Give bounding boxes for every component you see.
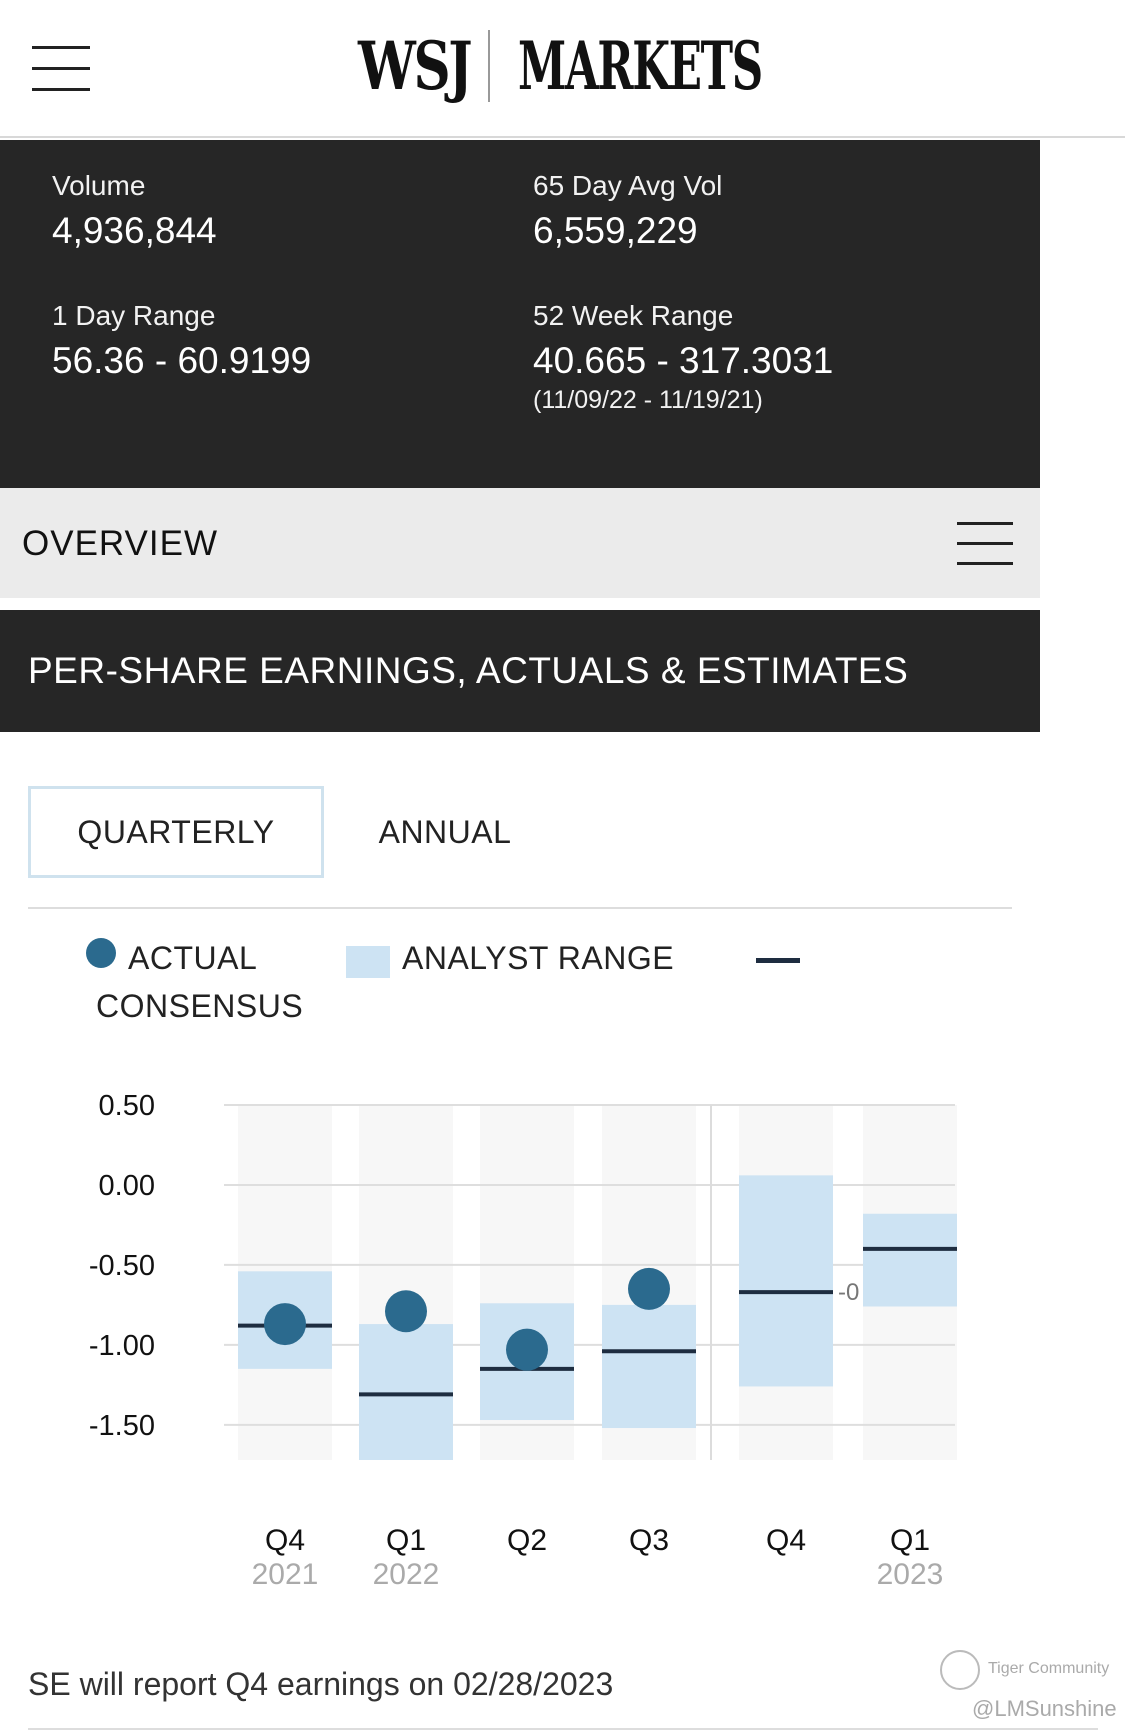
stat-avg-vol: 65 Day Avg Vol 6,559,229 bbox=[533, 170, 722, 252]
stat-52wk-range: 52 Week Range 40.665 - 317.3031 (11/09/2… bbox=[533, 300, 833, 415]
stat-52wk-dates: (11/09/22 - 11/19/21) bbox=[533, 386, 763, 414]
actual-point-2 bbox=[506, 1328, 548, 1371]
y-tick-label-3: -1.00 bbox=[89, 1330, 155, 1362]
stat-day-range: 1 Day Range 56.36 - 60.9199 bbox=[52, 300, 311, 382]
brand-wsj: WSJ bbox=[358, 27, 473, 105]
watermark-line-2: @LMSunshine bbox=[972, 1696, 1117, 1721]
actual-point-1 bbox=[385, 1290, 427, 1333]
x-year-label-0: 2021 bbox=[252, 1558, 319, 1591]
stat-volume: Volume 4,936,844 bbox=[52, 170, 217, 252]
tab-annual[interactable]: ANNUAL bbox=[378, 813, 512, 850]
analyst-range-bar-1 bbox=[359, 1324, 453, 1460]
actual-point-0 bbox=[264, 1303, 306, 1346]
watermark-line-1: Tiger Community bbox=[988, 1660, 1110, 1677]
x-quarter-label-5: Q1 bbox=[890, 1524, 930, 1557]
x-quarter-label-0: Q4 bbox=[265, 1524, 305, 1557]
brand-section: MARKETS bbox=[518, 27, 763, 105]
brand-logo[interactable]: WSJ MARKETS bbox=[358, 26, 763, 106]
earnings-section-header: PER-SHARE EARNINGS, ACTUALS & ESTIMATES bbox=[0, 610, 1040, 732]
app-header: WSJ MARKETS bbox=[0, 0, 1125, 138]
analyst-range-bar-5 bbox=[863, 1213, 957, 1307]
earnings-chart: 0.50 0.00 -0.50 -1.00 -1.50 Q4 2021 Q1 2022 Q2 Q3 Q… bbox=[0, 1060, 1125, 1620]
legend-actual-label: ACTUAL bbox=[128, 940, 258, 976]
x-year-label-1: 2022 bbox=[373, 1558, 440, 1591]
main-menu-icon[interactable] bbox=[32, 46, 90, 92]
legend-consensus-label: CONSENSUS bbox=[96, 988, 304, 1024]
actual-point-3 bbox=[628, 1267, 670, 1310]
y-tick-label-0: 0.50 bbox=[99, 1090, 155, 1122]
legend-range-label: ANALYST RANGE bbox=[402, 940, 675, 976]
stats-panel: Volume 4,936,844 65 Day Avg Vol 6,559,22… bbox=[0, 140, 1040, 488]
x-year-label-5: 2023 bbox=[877, 1558, 944, 1591]
brand-divider bbox=[488, 30, 490, 102]
overview-title: OVERVIEW bbox=[22, 524, 219, 563]
stat-avg-vol-label: 65 Day Avg Vol bbox=[533, 170, 723, 201]
x-quarter-label-1: Q1 bbox=[386, 1524, 426, 1557]
stat-avg-vol-value: 6,559,229 bbox=[533, 210, 698, 251]
legend-range-swatch bbox=[346, 946, 390, 978]
consensus-annotation: -0 bbox=[838, 1279, 859, 1306]
legend-consensus-marker bbox=[756, 958, 800, 963]
analyst-range-bar-4 bbox=[739, 1175, 833, 1387]
overview-menu-icon[interactable] bbox=[957, 522, 1013, 566]
x-quarter-label-4: Q4 bbox=[766, 1524, 806, 1557]
watermark-logo-icon bbox=[940, 1650, 980, 1690]
earnings-title: PER-SHARE EARNINGS, ACTUALS & ESTIMATES bbox=[28, 650, 909, 691]
stat-52wk-value: 40.665 - 317.3031 bbox=[533, 340, 834, 381]
stat-volume-value: 4,936,844 bbox=[52, 210, 217, 251]
footer-divider bbox=[28, 1728, 1098, 1730]
x-quarter-label-3: Q3 bbox=[629, 1524, 669, 1557]
analyst-range-bar-3 bbox=[602, 1304, 696, 1429]
report-date-note: SE will report Q4 earnings on 02/28/2023 bbox=[28, 1666, 614, 1702]
stat-volume-label: Volume bbox=[52, 170, 146, 201]
watermark: Tiger Community @LMSunshine bbox=[940, 1650, 1117, 1730]
legend-actual-marker bbox=[86, 938, 116, 968]
y-tick-label-4: -1.50 bbox=[89, 1410, 155, 1442]
y-tick-label-2: -0.50 bbox=[89, 1250, 155, 1282]
overview-bar: OVERVIEW bbox=[0, 488, 1040, 598]
tab-quarterly[interactable]: QUARTERLY bbox=[28, 786, 324, 878]
x-quarter-label-2: Q2 bbox=[507, 1524, 547, 1557]
y-tick-label-1: 0.00 bbox=[99, 1170, 155, 1202]
stat-day-range-value: 56.36 - 60.9199 bbox=[52, 340, 312, 381]
stat-52wk-label: 52 Week Range bbox=[533, 300, 734, 331]
stat-day-range-label: 1 Day Range bbox=[52, 300, 216, 331]
tab-divider bbox=[28, 907, 1012, 909]
